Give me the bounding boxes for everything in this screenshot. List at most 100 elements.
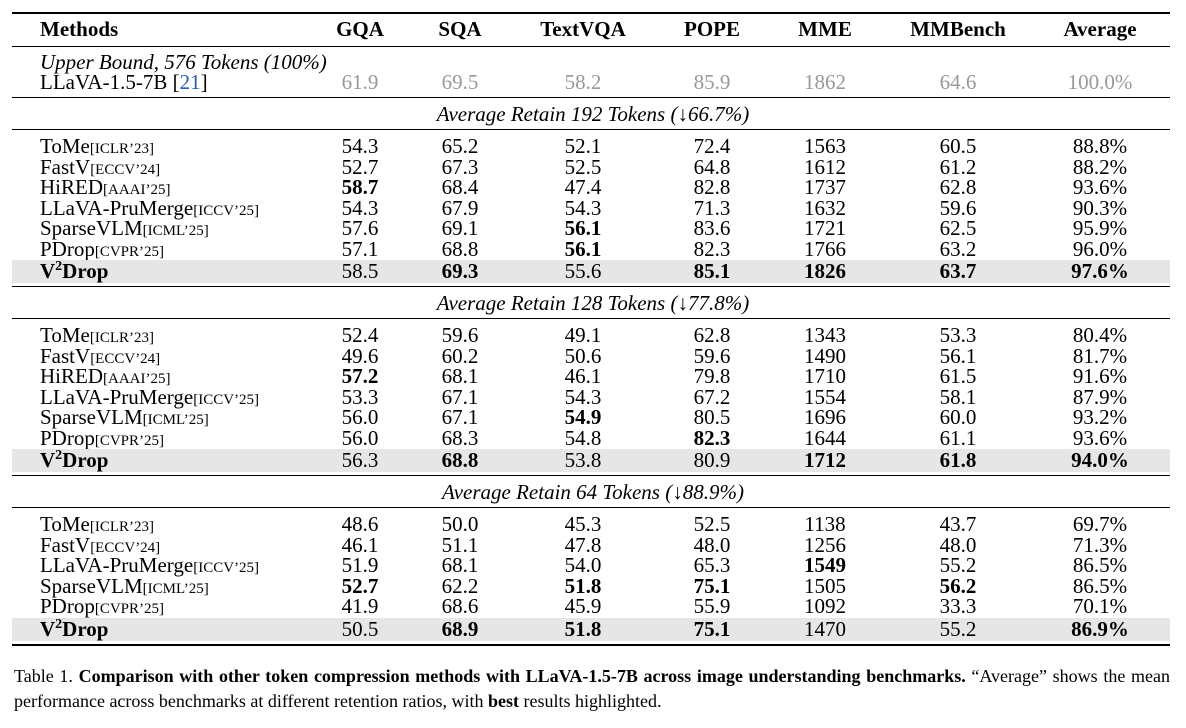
method-name: LLaVA-PruMerge	[40, 384, 194, 409]
method-name: HiRED	[40, 364, 103, 388]
cell: 56.2	[939, 573, 977, 598]
cell: SQA	[438, 17, 482, 41]
cell: 54.3	[564, 384, 602, 409]
cell: 1470	[804, 616, 846, 641]
cell: 94.0%	[1071, 448, 1129, 472]
cell: 59.6	[441, 323, 479, 347]
reference: 21	[179, 70, 201, 94]
cell: 48.0	[939, 532, 977, 557]
cell: 69.5	[441, 70, 479, 94]
cell: 96.0%	[1072, 236, 1128, 261]
cell: 49.1	[564, 323, 602, 347]
cell: 87.9%	[1072, 384, 1128, 409]
cell: 61.8	[939, 448, 977, 472]
rule	[12, 318, 1170, 319]
cell: 68.8	[441, 236, 479, 261]
method: PDrop[CVPR’25]	[40, 427, 164, 452]
cell: POPE	[684, 17, 740, 41]
cell: 54.9	[564, 405, 602, 429]
cell: 56.1	[939, 343, 977, 368]
cell: 68.9	[441, 616, 479, 641]
cell: 63.7	[939, 259, 977, 283]
method: PDrop[CVPR’25]	[40, 238, 164, 263]
method: FastV[ECCV’24]	[40, 534, 160, 559]
rule	[12, 46, 1170, 47]
rule	[12, 475, 1170, 476]
cell: 62.5	[939, 216, 977, 240]
method: LLaVA-PruMerge[ICCV’25]	[40, 554, 259, 579]
cell: 61.2	[939, 154, 977, 179]
cell: 55.6	[564, 259, 602, 283]
method-name: FastV	[40, 154, 91, 179]
cell: 1712	[804, 448, 846, 472]
highlight-row	[12, 617, 1170, 641]
venue: [ICCV’25]	[193, 391, 260, 408]
section-title: Average Retain 128 Tokens (↓77.8%)	[436, 291, 750, 315]
cell: 1710	[804, 364, 846, 388]
cell: GQA	[336, 17, 384, 41]
cell: 56.1	[564, 236, 602, 261]
highlight-row	[12, 449, 1170, 472]
cell: 95.9%	[1072, 216, 1128, 240]
cell: 75.1	[693, 616, 731, 641]
cell: 48.6	[341, 512, 379, 536]
cell: 1721	[804, 216, 846, 240]
highlight-row	[12, 260, 1170, 283]
cell: 50.0	[441, 512, 479, 536]
cell: 86.5%	[1072, 573, 1128, 598]
cell: 45.9	[564, 594, 602, 618]
cell: 46.1	[564, 364, 602, 388]
method-name: FastV	[40, 532, 91, 557]
cell: 45.3	[564, 512, 602, 536]
cell: 1563	[804, 134, 846, 158]
cell: 1138	[804, 512, 846, 536]
caption-tail: results highlighted.	[523, 691, 662, 711]
rule	[12, 12, 1170, 14]
cell: 1490	[804, 343, 846, 368]
venue: [ICML’25]	[142, 223, 209, 239]
cell: 67.9	[441, 195, 479, 220]
cell: 53.3	[341, 384, 379, 409]
cell: 65.3	[693, 553, 731, 577]
cell: 82.8	[693, 175, 731, 199]
cell: 56.3	[341, 448, 379, 472]
method-name: ToMe	[40, 512, 90, 536]
method-name: PDrop	[40, 425, 95, 450]
method-name: SparseVLM	[40, 573, 143, 598]
cell: 55.2	[939, 616, 977, 641]
method-name: SparseVLM	[40, 405, 143, 429]
method-suffix: Drop	[62, 259, 109, 283]
method-name: SparseVLM	[40, 216, 143, 240]
caption-label: Table 1.	[14, 666, 73, 686]
rule	[12, 97, 1170, 98]
venue: [ICML’25]	[142, 580, 209, 597]
method: SparseVLM[ICML’25]	[40, 406, 209, 431]
cell: 1632	[804, 195, 846, 220]
cell: 33.3	[939, 594, 977, 618]
cell: 52.1	[564, 134, 602, 158]
caption-best: best	[488, 691, 519, 711]
cell: TextVQA	[540, 17, 626, 41]
method-name: ToMe	[40, 323, 90, 347]
method-suffix: Drop	[62, 448, 109, 472]
cell: 64.6	[939, 70, 977, 94]
cell: 68.8	[441, 448, 479, 472]
method-name: PDrop	[40, 594, 95, 618]
venue: [ICCV’25]	[193, 560, 260, 576]
cell: 52.7	[341, 154, 379, 179]
section-title: Average Retain 192 Tokens (↓66.7%)	[436, 102, 750, 126]
cell: 52.5	[693, 512, 731, 536]
cell: 69.7%	[1072, 512, 1128, 536]
cell: 100.0%	[1067, 70, 1133, 94]
cell: 82.3	[693, 425, 731, 450]
cell: 58.5	[341, 259, 379, 283]
cell: 1554	[804, 384, 846, 409]
cell: 86.5%	[1072, 553, 1128, 577]
caption-bold: Comparison with other token compression …	[78, 666, 966, 686]
cell: 67.1	[441, 405, 479, 429]
method: V2Drop	[40, 448, 109, 472]
method-name: PDrop	[40, 236, 95, 261]
method: HiRED[AAAI’25]	[40, 176, 170, 201]
method: LLaVA-PruMerge[ICCV’25]	[40, 197, 259, 222]
